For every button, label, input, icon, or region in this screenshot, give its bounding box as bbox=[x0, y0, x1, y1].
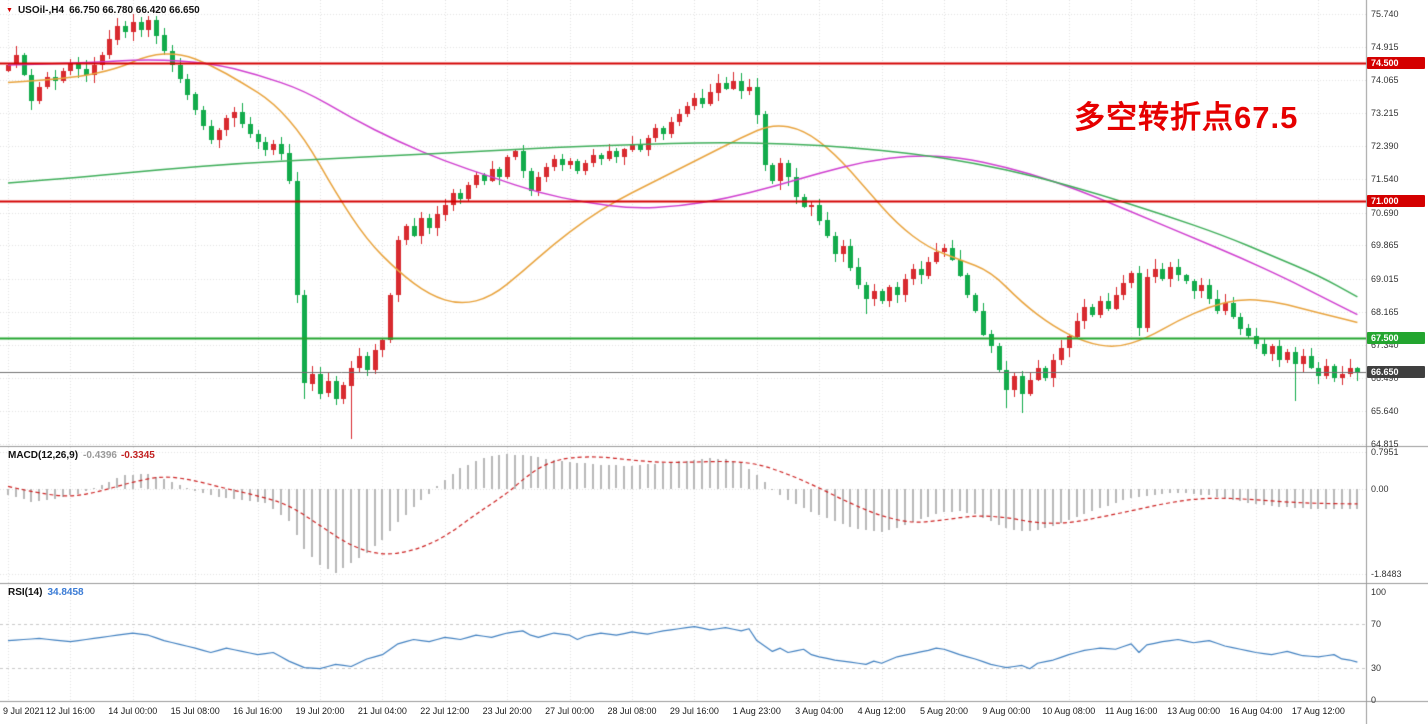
time-axis-label: 5 Aug 20:00 bbox=[919, 706, 969, 716]
time-axis-label: 21 Jul 04:00 bbox=[357, 706, 407, 716]
time-axis-label: 13 Aug 00:00 bbox=[1167, 706, 1221, 716]
time-axis-label: 3 Aug 04:00 bbox=[795, 706, 844, 716]
time-axis-label: 23 Jul 20:00 bbox=[482, 706, 532, 716]
time-axis-label: 29 Jul 16:00 bbox=[669, 706, 719, 716]
time-axis-label: 27 Jul 00:00 bbox=[545, 706, 595, 716]
symbol-info: ▼ USOil-,H4 66.750 66.780 66.420 66.650 bbox=[6, 5, 200, 16]
time-axis-label: 10 Aug 08:00 bbox=[1042, 706, 1096, 716]
ohlc-values: 66.750 66.780 66.420 66.650 bbox=[69, 5, 200, 16]
time-axis-label: 22 Jul 12:00 bbox=[420, 706, 470, 716]
time-axis-label: 19 Jul 20:00 bbox=[295, 706, 345, 716]
time-axis-label: 12 Jul 16:00 bbox=[45, 706, 95, 716]
time-axis-label: 16 Jul 16:00 bbox=[233, 706, 283, 716]
macd-main-value: -0.4396 bbox=[83, 450, 117, 461]
time-axis-label: 9 Aug 00:00 bbox=[982, 706, 1031, 716]
macd-indicator-label: MACD(12,26,9) -0.4396 -0.3345 bbox=[8, 450, 155, 461]
rsi-indicator-label: RSI(14) 34.8458 bbox=[8, 587, 84, 598]
symbol-triangle-icon[interactable]: ▼ bbox=[6, 7, 13, 14]
time-axis-label: 14 Jul 00:00 bbox=[108, 706, 158, 716]
time-axis-label: 1 Aug 23:00 bbox=[732, 706, 781, 716]
time-axis-label: 9 Jul 2021 bbox=[3, 706, 45, 716]
time-axis-label: 16 Aug 04:00 bbox=[1229, 706, 1283, 716]
annotation-text[interactable]: 多空转折点67.5 bbox=[1074, 100, 1299, 135]
rsi-name: RSI(14) bbox=[8, 587, 43, 598]
time-axis-label: 17 Aug 12:00 bbox=[1291, 706, 1345, 716]
time-axis-label: 28 Jul 08:00 bbox=[607, 706, 657, 716]
time-axis-label: 4 Aug 12:00 bbox=[857, 706, 906, 716]
time-axis-label: 15 Jul 08:00 bbox=[170, 706, 220, 716]
macd-name: MACD(12,26,9) bbox=[8, 450, 79, 461]
symbol-label: USOil-,H4 bbox=[17, 5, 65, 16]
macd-signal-value: -0.3345 bbox=[120, 450, 155, 461]
rsi-value: 34.8458 bbox=[47, 587, 84, 598]
time-axis-label: 11 Aug 16:00 bbox=[1104, 706, 1158, 716]
